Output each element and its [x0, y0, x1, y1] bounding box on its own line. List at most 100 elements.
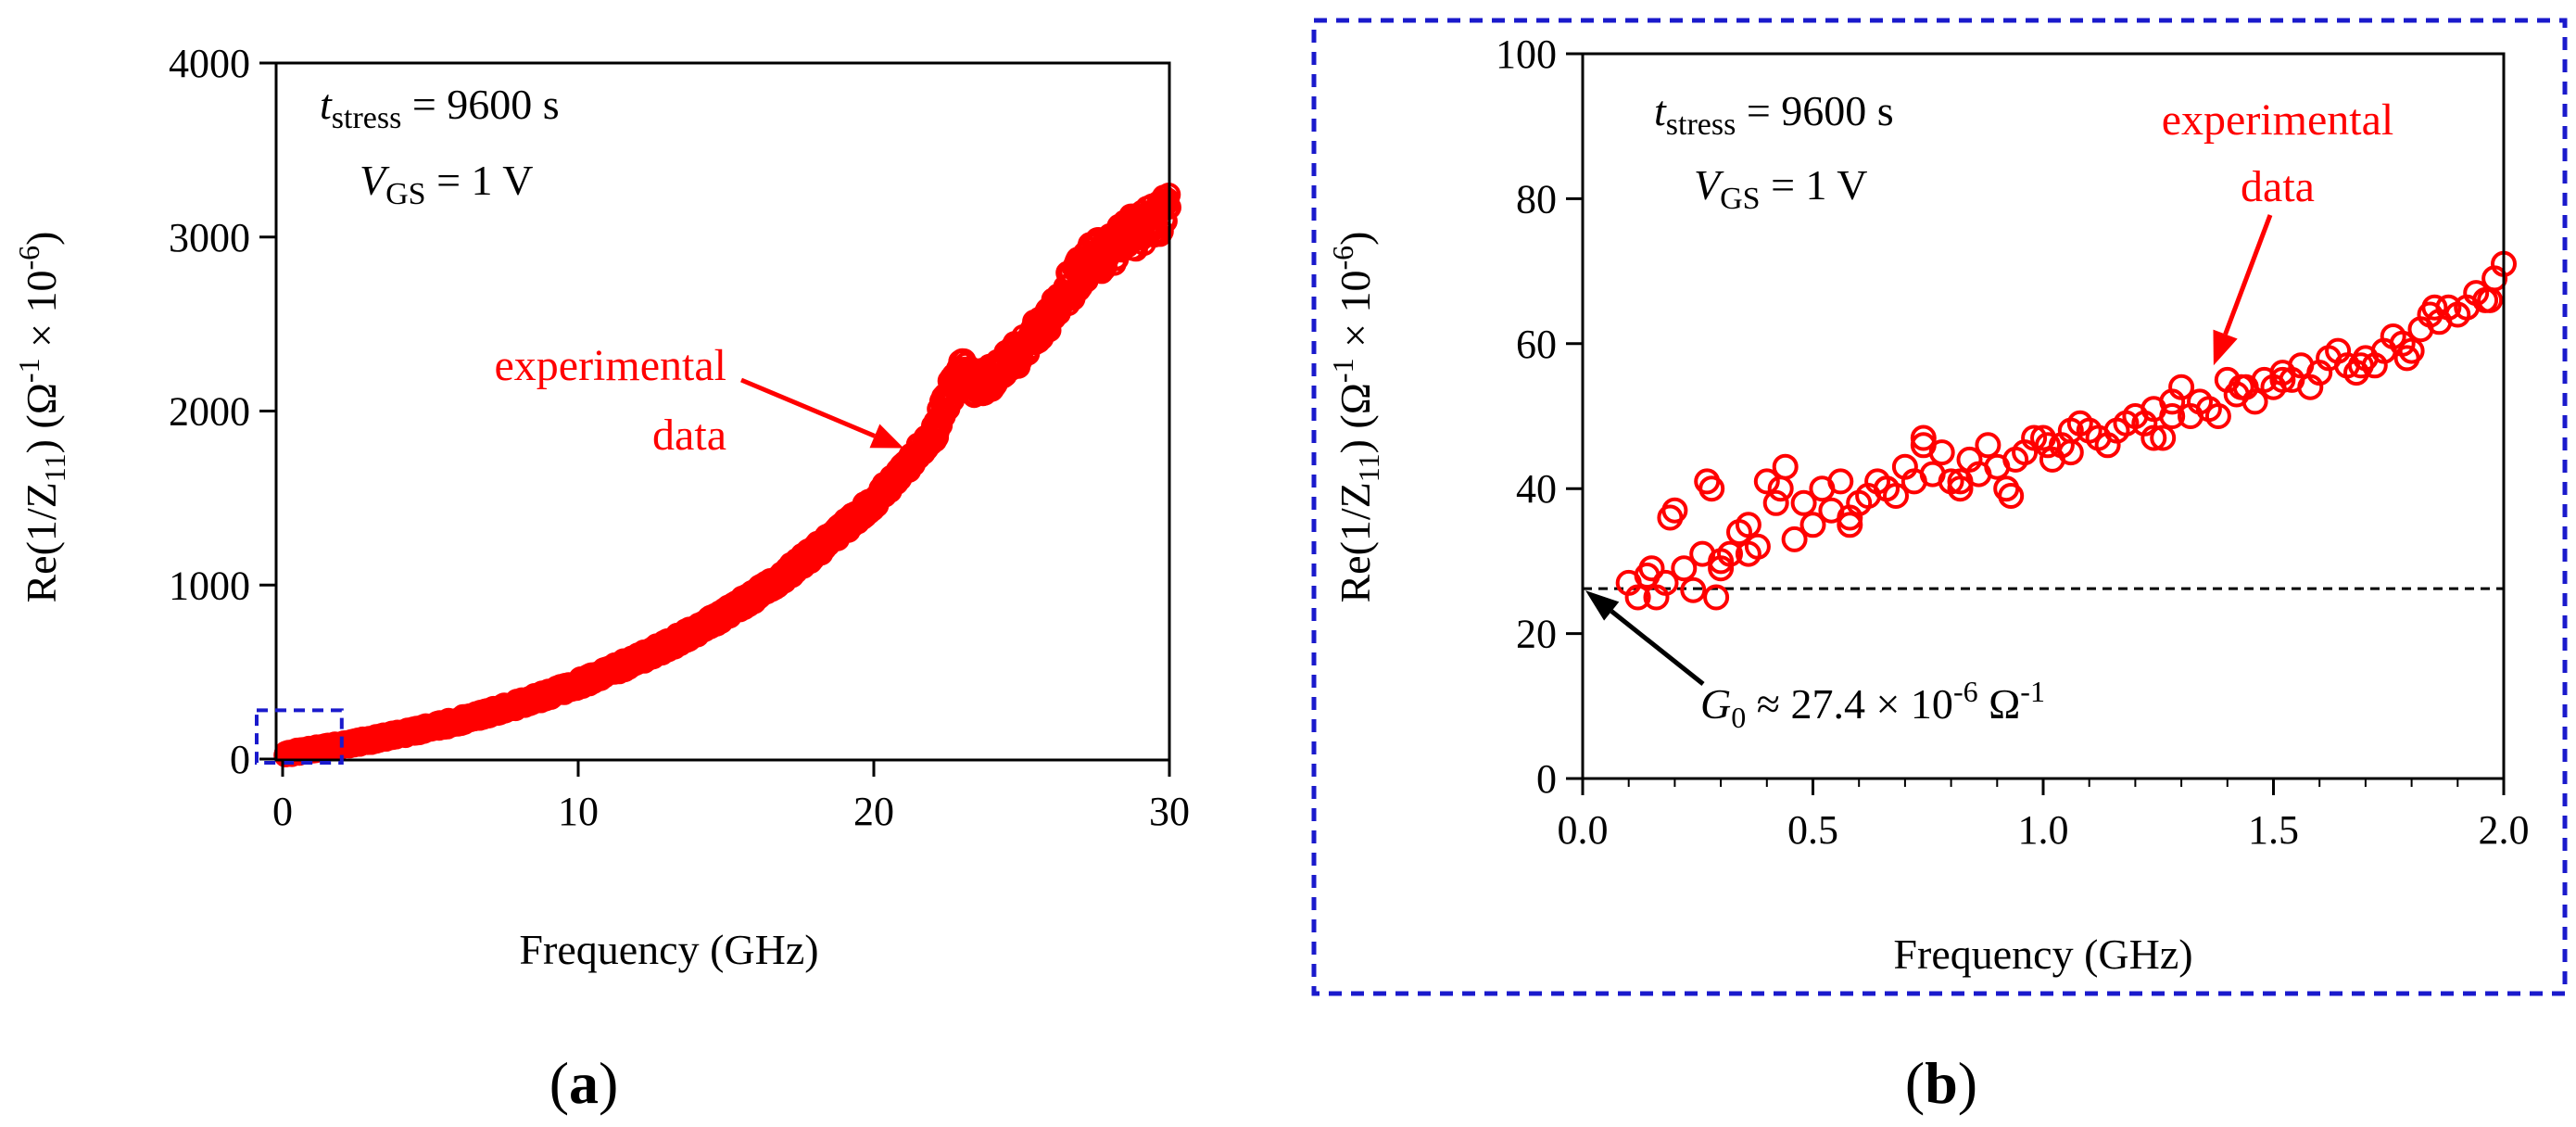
- panel-a-data-series: [273, 183, 1181, 767]
- panel-b-data-point: [1799, 512, 1826, 538]
- panel-a-annotation-line2: data: [652, 411, 726, 460]
- panel-b-y-tick-label: 60: [1516, 322, 1557, 367]
- panel-a-tstress: tstress = 9600 s: [320, 81, 560, 135]
- panel-b-data-point: [1703, 584, 1730, 611]
- panel-a-annotation-arrowhead: [869, 424, 904, 449]
- panel-a-y-tick-label: 1000: [169, 563, 250, 608]
- panel-b-x-label: Frequency (GHz): [1893, 931, 2192, 978]
- panel-b-data-point: [1781, 526, 1808, 552]
- panel-a-annotation-line1: experimental: [494, 341, 726, 390]
- panel-a-zoom-region: [255, 708, 344, 765]
- panel-b: 0 20 40 60 80 100 0.0 0.5 1.0 1.5 2.0 Frequency (…: [1311, 18, 2568, 1116]
- panel-b-data-point: [1772, 453, 1799, 480]
- panel-b-data-point: [2477, 286, 2504, 313]
- panel-a-y-tick-label: 0: [230, 737, 250, 782]
- panel-b-data-point: [2140, 424, 2167, 451]
- panel-b-g0-arrowhead: [1585, 590, 1620, 621]
- panel-a-x-tick-label: 30: [1149, 789, 1190, 834]
- panel-b-data-point: [2168, 374, 2195, 400]
- panel-b-data-point: [2269, 366, 2296, 393]
- panel-b-data-point: [1753, 468, 1780, 495]
- panel-a-annotation-arrow: [740, 377, 876, 438]
- panel-b-data-point: [1837, 512, 1863, 538]
- panel-b-tstress: tstress = 9600 s: [1654, 87, 1894, 142]
- panel-a-x-tick-label: 0: [272, 789, 293, 834]
- panel-a-y-tick-label: 3000: [169, 215, 250, 260]
- panel-b-y-tick-label: 100: [1496, 32, 1557, 77]
- panel-b-data-point: [1998, 483, 2025, 509]
- panel-b-g0-label: G0 ≈ 27.4 × 10-6 Ω-1: [1700, 675, 2045, 734]
- panel-b-g0-arrow: [1610, 609, 1705, 686]
- panel-b-annotation-line2: data: [2241, 162, 2315, 211]
- panel-b-info: tstress = 9600 s VGS = 1 V: [1654, 87, 1894, 216]
- panel-b-data-point: [1671, 555, 1698, 582]
- panel-b-x-tick-label: 1.5: [2248, 807, 2299, 853]
- panel-b-data-point: [2421, 294, 2448, 321]
- panel-b-x-tick-label: 0.5: [1787, 807, 1838, 853]
- panel-b-data-point: [1910, 424, 1937, 451]
- panel-b-data-point: [1694, 468, 1721, 495]
- panel-b-data-point: [1910, 432, 1937, 459]
- panel-b-data-point: [1624, 584, 1651, 611]
- panel-a-vgs: VGS = 1 V: [360, 157, 533, 211]
- panel-a-x-axis: 0 10 20 30: [272, 760, 1190, 834]
- panel-b-data-point: [2228, 374, 2254, 400]
- panel-b-data-point: [2021, 424, 2048, 451]
- panel-b-data-point: [1947, 468, 1974, 495]
- panel-a-y-axis: 0 1000 2000 3000 4000: [169, 41, 276, 782]
- panel-b-data-point: [1657, 504, 1684, 531]
- panel-a-x-tick-label: 10: [558, 789, 599, 834]
- panel-b-y-tick-label: 0: [1536, 756, 1557, 802]
- panel-b-g0-annotation: G0 ≈ 27.4 × 10-6 Ω-1: [1585, 590, 2045, 734]
- panel-b-x-tick-label: 0.0: [1558, 807, 1609, 853]
- panel-b-x-tick-label: 2.0: [2479, 807, 2530, 853]
- panel-b-x-axis: 0.0 0.5 1.0 1.5 2.0: [1558, 779, 2530, 853]
- panel-b-data-point: [1767, 475, 1794, 502]
- panel-b-annotation-arrowhead: [2213, 329, 2238, 366]
- panel-b-data-point: [2241, 388, 2268, 415]
- panel-b-data-point: [2150, 424, 2177, 451]
- panel-b-annotation: experimental data: [2162, 95, 2394, 366]
- panel-b-annotation-line1: experimental: [2162, 95, 2394, 145]
- panel-a-x-tick-label: 20: [853, 789, 894, 834]
- panel-b-data-point: [2347, 352, 2374, 379]
- panel-b-y-tick-label: 20: [1516, 612, 1557, 657]
- panel-a-y-tick-label: 4000: [169, 41, 250, 86]
- panel-b-y-tick-label: 80: [1516, 176, 1557, 222]
- panel-b-data-point: [2204, 403, 2231, 429]
- panel-a: 0 1000 2000 3000 4000 0 10 20 30 Frequency (GHz…: [12, 41, 1190, 1116]
- panel-b-y-tick-label: 40: [1516, 466, 1557, 512]
- panel-b-data-series: [1615, 250, 2517, 611]
- panel-a-y-tick-label: 2000: [169, 389, 250, 435]
- panel-b-y-label: Re(1/Z11) (Ω-1 × 10-6): [1326, 231, 1385, 602]
- panel-a-label: (a): [549, 1050, 619, 1116]
- panel-b-data-point: [1735, 540, 1762, 567]
- panel-a-info: tstress = 9600 s VGS = 1 V: [320, 81, 560, 211]
- panel-b-data-point: [1638, 555, 1665, 582]
- panel-b-y-axis: 0 20 40 60 80 100: [1496, 32, 1583, 802]
- panel-b-data-point: [1708, 548, 1735, 575]
- panel-b-data-point: [1947, 475, 1974, 502]
- panel-b-zoom-frame: [1311, 18, 2568, 996]
- panel-b-data-point: [1652, 569, 1679, 596]
- panel-b-data-point: [2057, 439, 2084, 466]
- panel-a-y-label: Re(1/Z11) (Ω-1 × 10-6): [12, 231, 71, 602]
- panel-b-data-point: [1790, 489, 1817, 516]
- panel-a-annotation: experimental data: [494, 341, 904, 460]
- panel-b-data-point: [1680, 576, 1707, 603]
- panel-b-data-point: [1735, 512, 1762, 538]
- panel-b-annotation-arrow: [2223, 214, 2273, 336]
- panel-b-data-point: [1874, 475, 1900, 502]
- panel-b-label: (b): [1905, 1050, 1977, 1116]
- panel-b-data-point: [1762, 489, 1789, 516]
- panel-b-x-tick-label: 1.0: [2018, 807, 2069, 853]
- panel-b-data-point: [2159, 403, 2186, 429]
- panel-b-data-point: [2035, 432, 2061, 459]
- panel-b-vgs: VGS = 1 V: [1694, 161, 1867, 216]
- panel-b-data-point: [1827, 468, 1854, 495]
- panel-a-x-label: Frequency (GHz): [519, 926, 818, 973]
- panel-b-plot-frame: [1581, 52, 2506, 780]
- panel-b-data-point: [1975, 432, 2001, 459]
- panel-b-data-point: [2393, 345, 2420, 372]
